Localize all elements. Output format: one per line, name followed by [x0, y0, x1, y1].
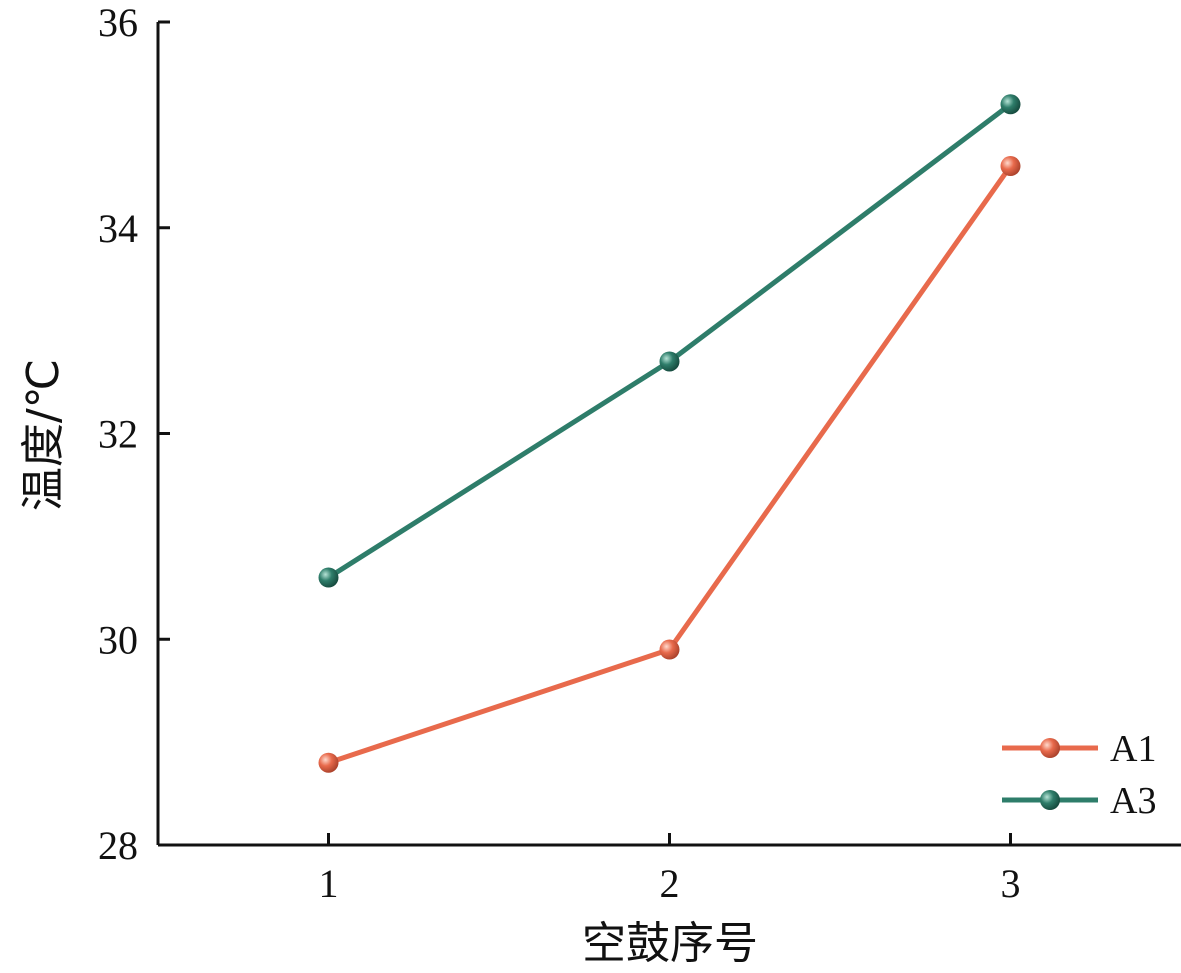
data-point-A3	[318, 567, 339, 588]
y-tick-label: 34	[98, 206, 138, 251]
y-tick-label: 32	[98, 412, 138, 457]
y-ticks: 28 30 32 34 36	[98, 0, 170, 868]
data-point-A1	[1000, 156, 1021, 177]
series-A1	[318, 156, 1021, 773]
series-line-A3	[327, 102, 1013, 580]
axes	[156, 22, 1181, 847]
y-tick-label: 36	[98, 0, 138, 45]
legend-item: A1	[1002, 728, 1156, 770]
y-axis-title: 温度/℃	[18, 359, 69, 511]
data-point-A3	[659, 351, 680, 372]
legend-swatch-marker	[1040, 738, 1060, 758]
series-line-A1	[327, 164, 1013, 766]
series-layer	[318, 94, 1021, 773]
legend-label: A3	[1110, 780, 1156, 822]
legend-label: A1	[1110, 728, 1156, 770]
data-point-A3	[1000, 94, 1021, 115]
x-tick-label: 2	[660, 861, 680, 906]
x-axis-title: 空鼓序号	[582, 918, 758, 969]
y-tick-label: 28	[98, 823, 138, 868]
x-ticks: 1 2 3	[319, 833, 1021, 906]
y-tick-label: 30	[98, 617, 138, 662]
data-point-A1	[318, 752, 339, 773]
data-point-A1	[659, 639, 680, 660]
series-A3	[318, 94, 1021, 588]
legend-item: A3	[1002, 780, 1156, 822]
x-tick-label: 3	[1001, 861, 1021, 906]
x-tick-label: 1	[319, 861, 339, 906]
legend-swatch-marker	[1040, 790, 1060, 810]
